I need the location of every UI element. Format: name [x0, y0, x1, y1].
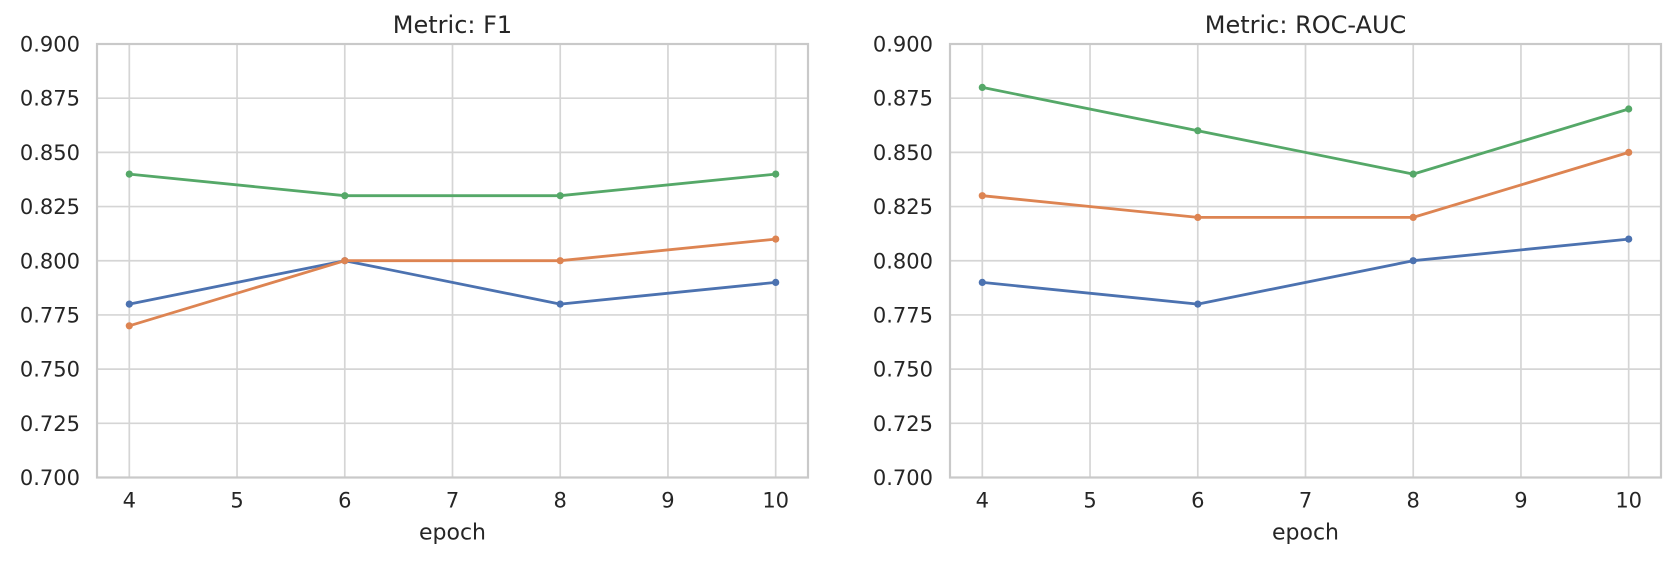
data-point-green: [1625, 105, 1633, 113]
chart-title: Metric: F1: [393, 11, 512, 39]
x-tick-label: 10: [762, 489, 789, 513]
plot-border: [948, 42, 1663, 479]
y-tick-label: 0.875: [873, 87, 933, 111]
y-tick-label: 0.800: [20, 249, 80, 273]
data-point-blue: [772, 278, 780, 286]
x-axis-label: epoch: [1272, 521, 1339, 546]
data-point-orange: [1625, 148, 1633, 156]
y-tick-label: 0.900: [20, 33, 80, 57]
x-tick-label: 4: [123, 489, 136, 513]
series-line-orange: [980, 150, 1631, 219]
series-line-orange: [127, 237, 778, 328]
y-tick-label: 0.725: [20, 412, 80, 436]
data-point-orange: [341, 257, 349, 265]
chart-metric-f1: 0.700 0.725 0.750 0.775 0.800 0.825 0.850 0.875…: [20, 11, 810, 546]
y-tick-label: 0.875: [20, 87, 80, 111]
x-tick-label: 5: [1083, 489, 1096, 513]
data-point-green: [556, 192, 564, 200]
y-tick-label: 0.725: [873, 412, 933, 436]
data-point-orange: [1409, 213, 1417, 221]
data-point-orange: [556, 257, 564, 265]
x-tick-label: 4: [976, 489, 989, 513]
chart-metric-roc-auc: 0.700 0.725 0.750 0.775 0.800 0.825 0.850 0.875…: [873, 11, 1663, 546]
y-tick-label: 0.750: [873, 358, 933, 382]
data-point-green: [1409, 170, 1417, 178]
y-tick-label: 0.900: [873, 33, 933, 57]
x-axis-label: epoch: [419, 521, 486, 546]
plot-border: [95, 42, 810, 479]
x-tick-label: 9: [1514, 489, 1527, 513]
x-tick-label: 6: [338, 489, 351, 513]
data-point-blue: [125, 300, 133, 308]
data-point-green: [978, 83, 986, 91]
data-point-orange: [772, 235, 780, 243]
series-line-green: [980, 86, 1631, 176]
x-tick-label: 8: [1407, 489, 1420, 513]
y-tick-label: 0.700: [20, 466, 80, 490]
y-tick-label: 0.850: [873, 141, 933, 165]
series-line-green: [127, 172, 778, 198]
data-point-orange: [978, 192, 986, 200]
x-tick-label: 9: [661, 489, 674, 513]
data-point-blue: [1625, 235, 1633, 243]
chart-title: Metric: ROC-AUC: [1205, 11, 1407, 39]
data-point-blue: [556, 300, 564, 308]
y-tick-label: 0.850: [20, 141, 80, 165]
y-tick-label: 0.700: [873, 466, 933, 490]
data-point-green: [1194, 127, 1202, 135]
data-point-blue: [1409, 257, 1417, 265]
y-tick-label: 0.825: [20, 195, 80, 219]
series-line-blue: [127, 259, 778, 306]
data-point-green: [772, 170, 780, 178]
data-point-green: [341, 192, 349, 200]
data-point-blue: [1194, 300, 1202, 308]
x-tick-label: 7: [1299, 489, 1312, 513]
data-point-green: [125, 170, 133, 178]
y-tick-label: 0.775: [20, 303, 80, 327]
series-line-blue: [980, 237, 1631, 306]
x-tick-label: 10: [1615, 489, 1642, 513]
y-tick-label: 0.750: [20, 358, 80, 382]
data-point-orange: [1194, 213, 1202, 221]
data-point-orange: [125, 322, 133, 330]
x-tick-label: 5: [230, 489, 243, 513]
x-tick-label: 6: [1191, 489, 1204, 513]
x-tick-label: 7: [446, 489, 459, 513]
x-tick-label: 8: [554, 489, 567, 513]
y-tick-label: 0.825: [873, 195, 933, 219]
y-tick-label: 0.775: [873, 303, 933, 327]
data-point-blue: [978, 278, 986, 286]
y-tick-label: 0.800: [873, 249, 933, 273]
